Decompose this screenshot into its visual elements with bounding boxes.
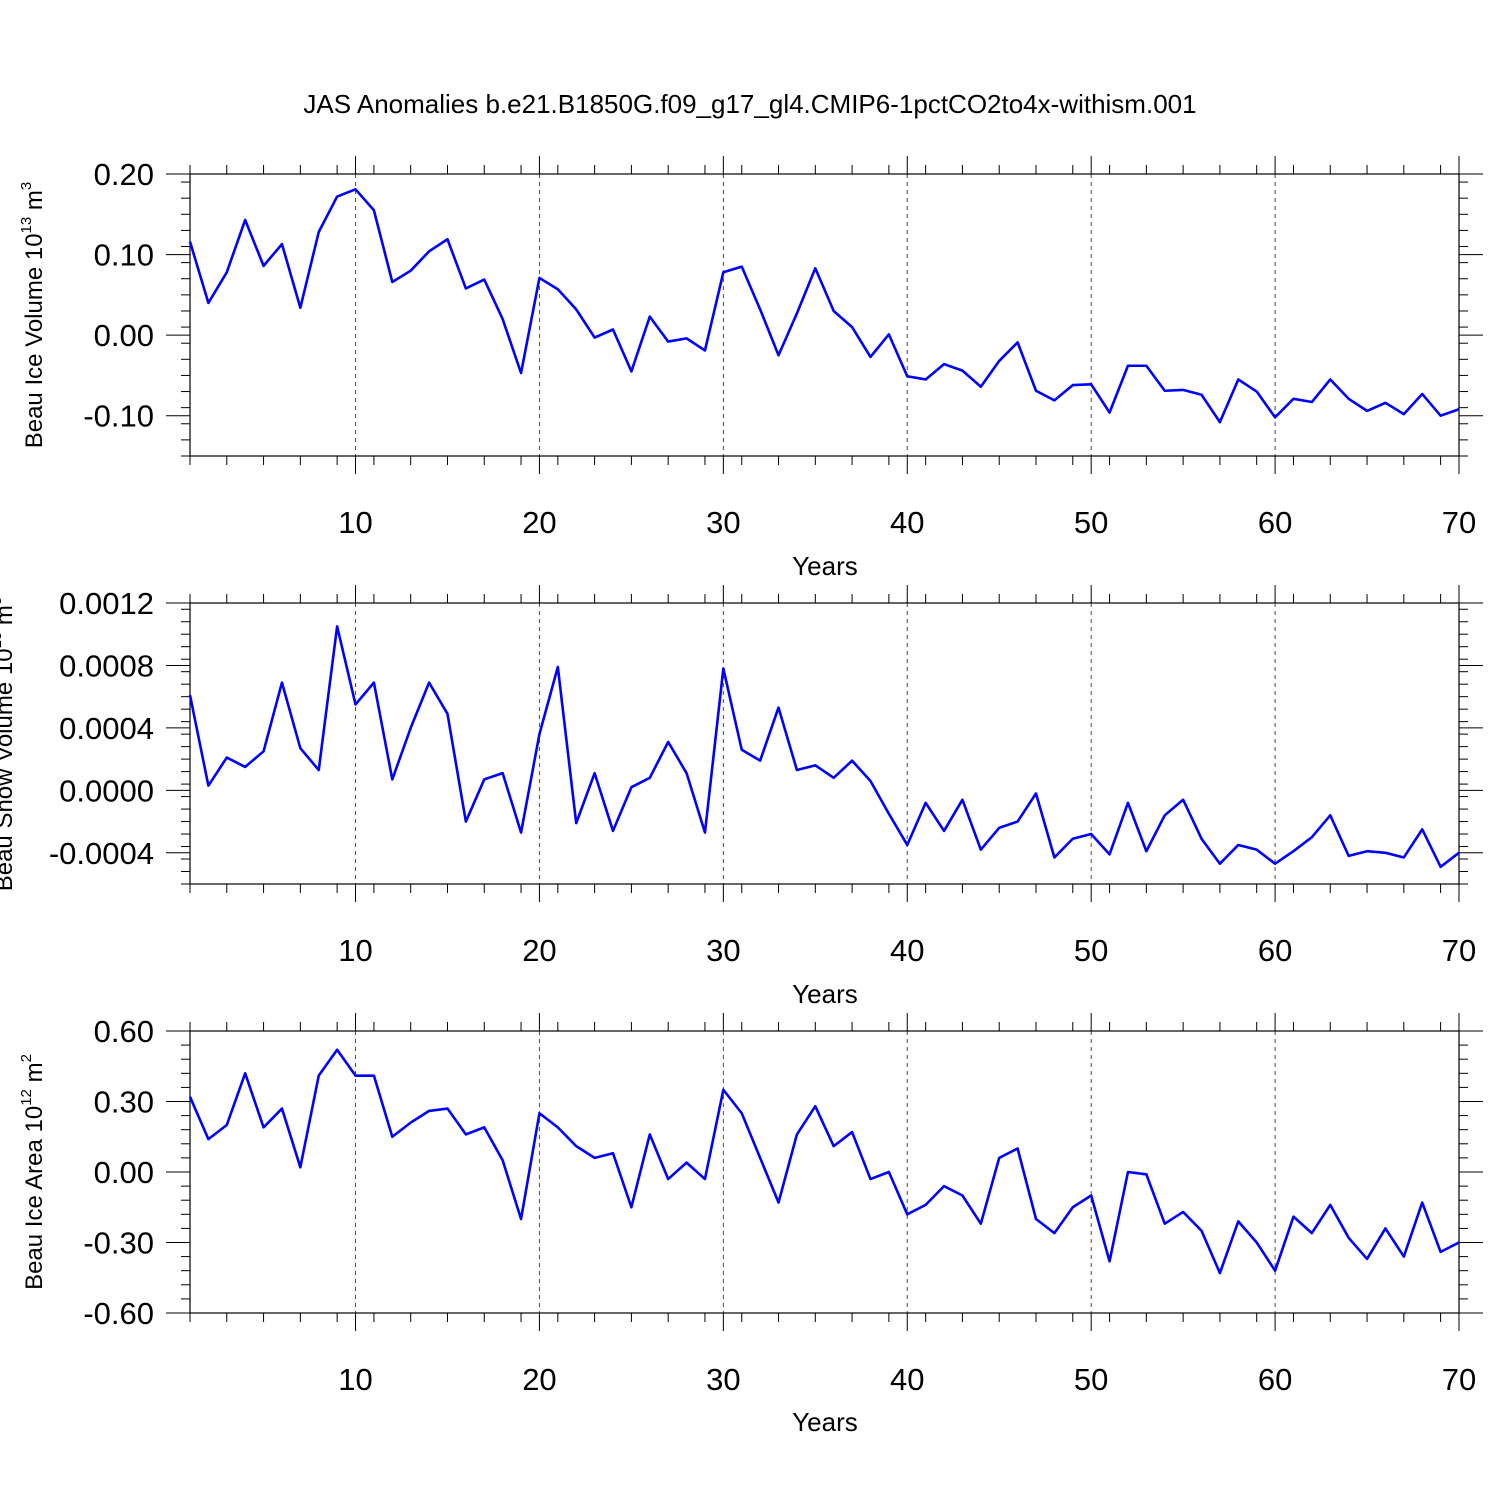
y-tick-label: -0.0004 (49, 836, 154, 871)
x-axis-label: Years (792, 551, 858, 581)
series-line (188, 188, 1460, 424)
x-tick-label: 60 (1258, 1362, 1292, 1397)
y-axis-label: Beau Ice Volume 1013 m3 (18, 182, 48, 449)
panel-ice-area: Years Beau Ice Area 1012 m2 10 20 30 40 50 60… (18, 1013, 1483, 1437)
x-axis-label: Years (792, 1407, 858, 1437)
x-tick-label: 30 (706, 933, 740, 968)
y-tick-label: 0.0000 (59, 773, 154, 808)
figure-title: JAS Anomalies b.e21.B1850G.f09_g17_gl4.C… (303, 89, 1196, 119)
y-tick-label: 0.30 (94, 1085, 154, 1120)
x-tick-label: 60 (1258, 933, 1292, 968)
y-tick-label: -0.60 (83, 1296, 154, 1331)
y-tick-label: 0.60 (94, 1014, 154, 1049)
panel-snow-volume: Years Beau Snow Volume 1013 m3 10 20 30 40 5… (0, 585, 1483, 1009)
y-axis-label: Beau Ice Area 1012 m2 (18, 1054, 48, 1290)
series-line (188, 1048, 1460, 1275)
plot-frame (189, 1030, 1460, 1314)
x-tick-label: 50 (1074, 933, 1108, 968)
y-tick-label: 0.00 (94, 1155, 154, 1190)
x-tick-label: 20 (522, 1362, 556, 1397)
x-tick-label: 10 (338, 933, 372, 968)
y-tick-label: 0.10 (94, 238, 154, 273)
y-tick-label: 0.0004 (59, 711, 154, 746)
x-tick-label: 70 (1442, 933, 1476, 968)
x-tick-label: 20 (522, 933, 556, 968)
x-tick-label: 70 (1442, 1362, 1476, 1397)
y-axis-label: Beau Snow Volume 1013 m3 (0, 597, 18, 892)
y-tick-label: 0.0012 (59, 586, 154, 621)
y-tick-label: 0.00 (94, 318, 154, 353)
x-tick-label: 30 (706, 505, 740, 540)
panel-ice-volume: Years Beau Ice Volume 1013 m3 10 20 30 40 50… (18, 156, 1483, 581)
y-tick-label: 0.0008 (59, 648, 154, 683)
x-tick-label: 20 (522, 505, 556, 540)
x-tick-label: 30 (706, 1362, 740, 1397)
plot-frame (189, 602, 1460, 885)
y-tick-label: 0.20 (94, 157, 154, 192)
x-tick-label: 40 (890, 505, 924, 540)
x-tick-label: 40 (890, 1362, 924, 1397)
series-line (188, 625, 1460, 869)
plot-frame (189, 173, 1460, 457)
x-tick-label: 50 (1074, 505, 1108, 540)
x-axis-label: Years (792, 979, 858, 1009)
x-tick-label: 10 (338, 1362, 372, 1397)
y-tick-label: -0.10 (83, 399, 154, 434)
x-tick-label: 70 (1442, 505, 1476, 540)
x-tick-label: 10 (338, 505, 372, 540)
x-tick-label: 60 (1258, 505, 1292, 540)
x-tick-label: 50 (1074, 1362, 1108, 1397)
x-tick-label: 40 (890, 933, 924, 968)
y-tick-label: -0.30 (83, 1226, 154, 1261)
